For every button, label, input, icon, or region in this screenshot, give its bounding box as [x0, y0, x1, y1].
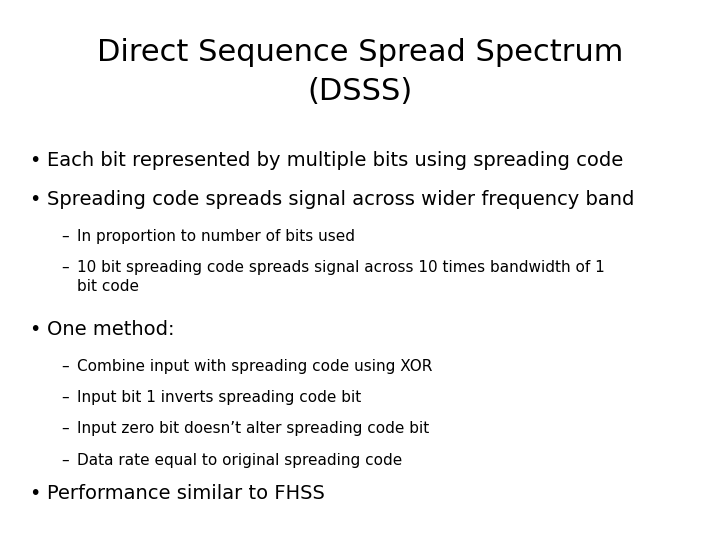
Text: Input bit 1 inverts spreading code bit: Input bit 1 inverts spreading code bit [77, 390, 361, 405]
Text: Input zero bit doesn’t alter spreading code bit: Input zero bit doesn’t alter spreading c… [77, 421, 429, 436]
Text: •: • [29, 484, 40, 503]
Text: –: – [61, 390, 69, 405]
Text: •: • [29, 190, 40, 209]
Text: Spreading code spreads signal across wider frequency band: Spreading code spreads signal across wid… [47, 190, 634, 209]
Text: –: – [61, 359, 69, 374]
Text: Combine input with spreading code using XOR: Combine input with spreading code using … [77, 359, 433, 374]
Text: –: – [61, 260, 69, 275]
Text: In proportion to number of bits used: In proportion to number of bits used [77, 229, 355, 244]
Text: –: – [61, 421, 69, 436]
Text: •: • [29, 151, 40, 170]
Text: –: – [61, 453, 69, 468]
Text: One method:: One method: [47, 320, 174, 339]
Text: –: – [61, 229, 69, 244]
Text: •: • [29, 320, 40, 339]
Text: Direct Sequence Spread Spectrum: Direct Sequence Spread Spectrum [96, 38, 624, 67]
Text: Each bit represented by multiple bits using spreading code: Each bit represented by multiple bits us… [47, 151, 623, 170]
Text: Data rate equal to original spreading code: Data rate equal to original spreading co… [77, 453, 402, 468]
Text: 10 bit spreading code spreads signal across 10 times bandwidth of 1
bit code: 10 bit spreading code spreads signal acr… [77, 260, 605, 294]
Text: (DSSS): (DSSS) [307, 77, 413, 106]
Text: Performance similar to FHSS: Performance similar to FHSS [47, 484, 325, 503]
